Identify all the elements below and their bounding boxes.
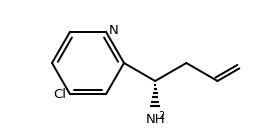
Text: 2: 2 — [158, 111, 164, 121]
Text: N: N — [109, 24, 119, 37]
Text: Cl: Cl — [53, 88, 66, 101]
Text: NH: NH — [145, 113, 165, 126]
